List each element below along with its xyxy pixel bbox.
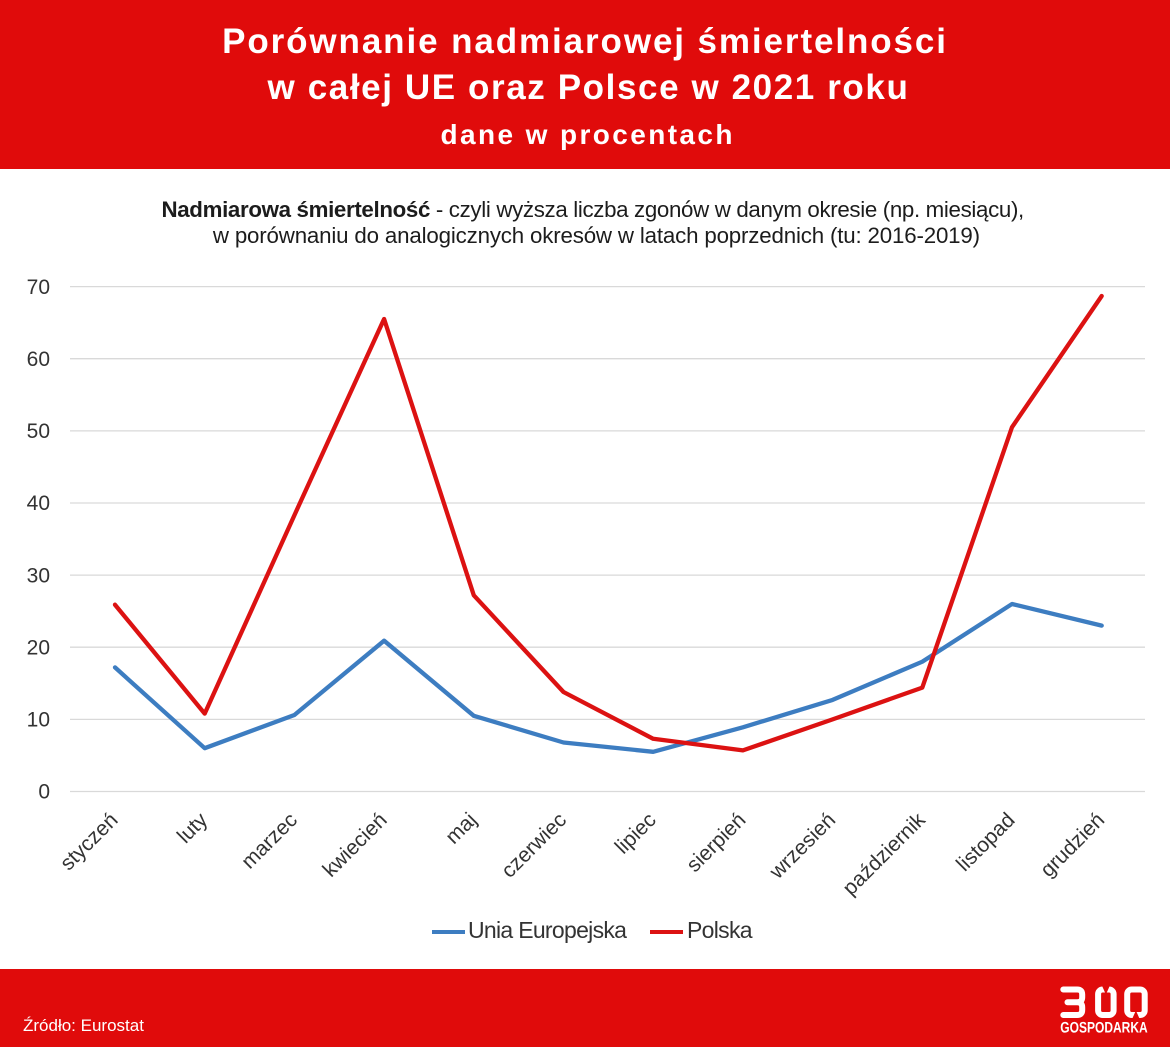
svg-text:grudzień: grudzień [1036, 808, 1109, 881]
svg-text:70: 70 [27, 276, 50, 299]
svg-text:10: 10 [27, 709, 50, 732]
svg-text:wrzesień: wrzesień [765, 808, 841, 884]
svg-text:październik: październik [838, 808, 930, 900]
svg-text:50: 50 [27, 420, 50, 443]
svg-text:sierpień: sierpień [682, 808, 750, 876]
svg-text:czerwiec: czerwiec [497, 808, 571, 882]
svg-text:20: 20 [27, 636, 50, 659]
svg-text:0: 0 [38, 781, 50, 804]
svg-text:60: 60 [27, 348, 50, 371]
svg-text:listopad: listopad [952, 808, 1019, 875]
svg-text:lipiec: lipiec [611, 808, 661, 858]
svg-text:30: 30 [27, 564, 50, 587]
svg-text:40: 40 [27, 492, 50, 515]
svg-text:kwiecień: kwiecień [318, 808, 391, 881]
svg-text:GOSPODARKA: GOSPODARKA [1060, 1020, 1147, 1036]
svg-text:maj: maj [441, 808, 481, 848]
svg-text:styczeń: styczeń [56, 808, 123, 875]
svg-text:marzec: marzec [237, 808, 302, 873]
svg-text:luty: luty [173, 808, 213, 848]
